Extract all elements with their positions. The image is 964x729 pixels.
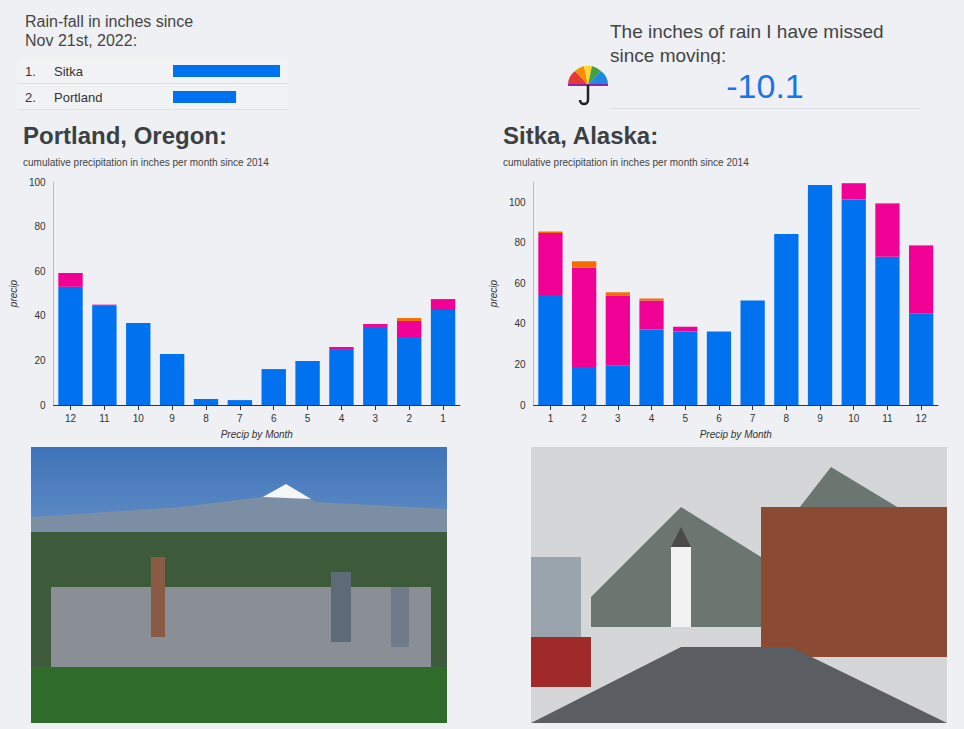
html-text:The inches of rain I have miss: The inches of rain I have missed since m… (610, 21, 884, 66)
svg-text:7: 7 (237, 413, 243, 424)
svg-text:11: 11 (882, 413, 893, 424)
svg-text:1: 1 (440, 413, 446, 424)
svg-text:6: 6 (271, 413, 277, 424)
svg-text:40: 40 (34, 310, 46, 321)
svg-text:cumulative precipitation in in: cumulative precipitation in inches per m… (503, 157, 749, 168)
svg-text:0: 0 (40, 400, 46, 411)
svg-text:100: 100 (509, 197, 526, 208)
svg-text:7: 7 (750, 413, 756, 424)
html-text:Rain-fall in inches since Nov: Rain-fall in inches since Nov 21st, 2022… (25, 13, 194, 49)
svg-text:40: 40 (514, 318, 526, 329)
svg-text:0: 0 (520, 400, 526, 411)
svg-text:60: 60 (514, 278, 526, 289)
svg-text:Portland: Portland (54, 90, 102, 105)
svg-text:80: 80 (514, 237, 526, 248)
svg-text:100: 100 (29, 177, 46, 188)
svg-text:10: 10 (133, 413, 145, 424)
svg-text:3: 3 (373, 413, 379, 424)
svg-text:Portland, Oregon:: Portland, Oregon: (23, 122, 227, 149)
svg-text:3: 3 (615, 413, 621, 424)
svg-text:10: 10 (848, 413, 860, 424)
svg-text:9: 9 (169, 413, 175, 424)
svg-text:4: 4 (649, 413, 655, 424)
svg-text:Sitka, Alaska:: Sitka, Alaska: (503, 122, 658, 149)
svg-text:80: 80 (34, 221, 46, 232)
svg-text:11: 11 (99, 413, 110, 424)
svg-text:1: 1 (548, 413, 554, 424)
svg-text:8: 8 (784, 413, 790, 424)
svg-text:precip: precip (8, 279, 19, 308)
svg-text:8: 8 (203, 413, 209, 424)
svg-text:9: 9 (817, 413, 823, 424)
svg-text:20: 20 (34, 355, 46, 366)
svg-text:20: 20 (514, 359, 526, 370)
svg-text:4: 4 (339, 413, 345, 424)
svg-text:2: 2 (581, 413, 587, 424)
svg-text:6: 6 (716, 413, 722, 424)
svg-text:Precip by Month: Precip by Month (221, 429, 294, 440)
svg-text:5: 5 (682, 413, 688, 424)
svg-text:1.: 1. (25, 64, 36, 79)
html-text:-10.1: -10.1 (726, 67, 804, 105)
svg-text:Precip by Month: Precip by Month (700, 429, 773, 440)
svg-text:Sitka: Sitka (54, 64, 84, 79)
svg-text:12: 12 (916, 413, 928, 424)
svg-text:60: 60 (34, 266, 46, 277)
svg-text:2.: 2. (25, 90, 36, 105)
svg-text:precip: precip (488, 279, 499, 308)
svg-text:12: 12 (65, 413, 77, 424)
svg-text:cumulative precipitation in in: cumulative precipitation in inches per m… (23, 157, 269, 168)
svg-text:5: 5 (305, 413, 311, 424)
svg-text:2: 2 (406, 413, 412, 424)
